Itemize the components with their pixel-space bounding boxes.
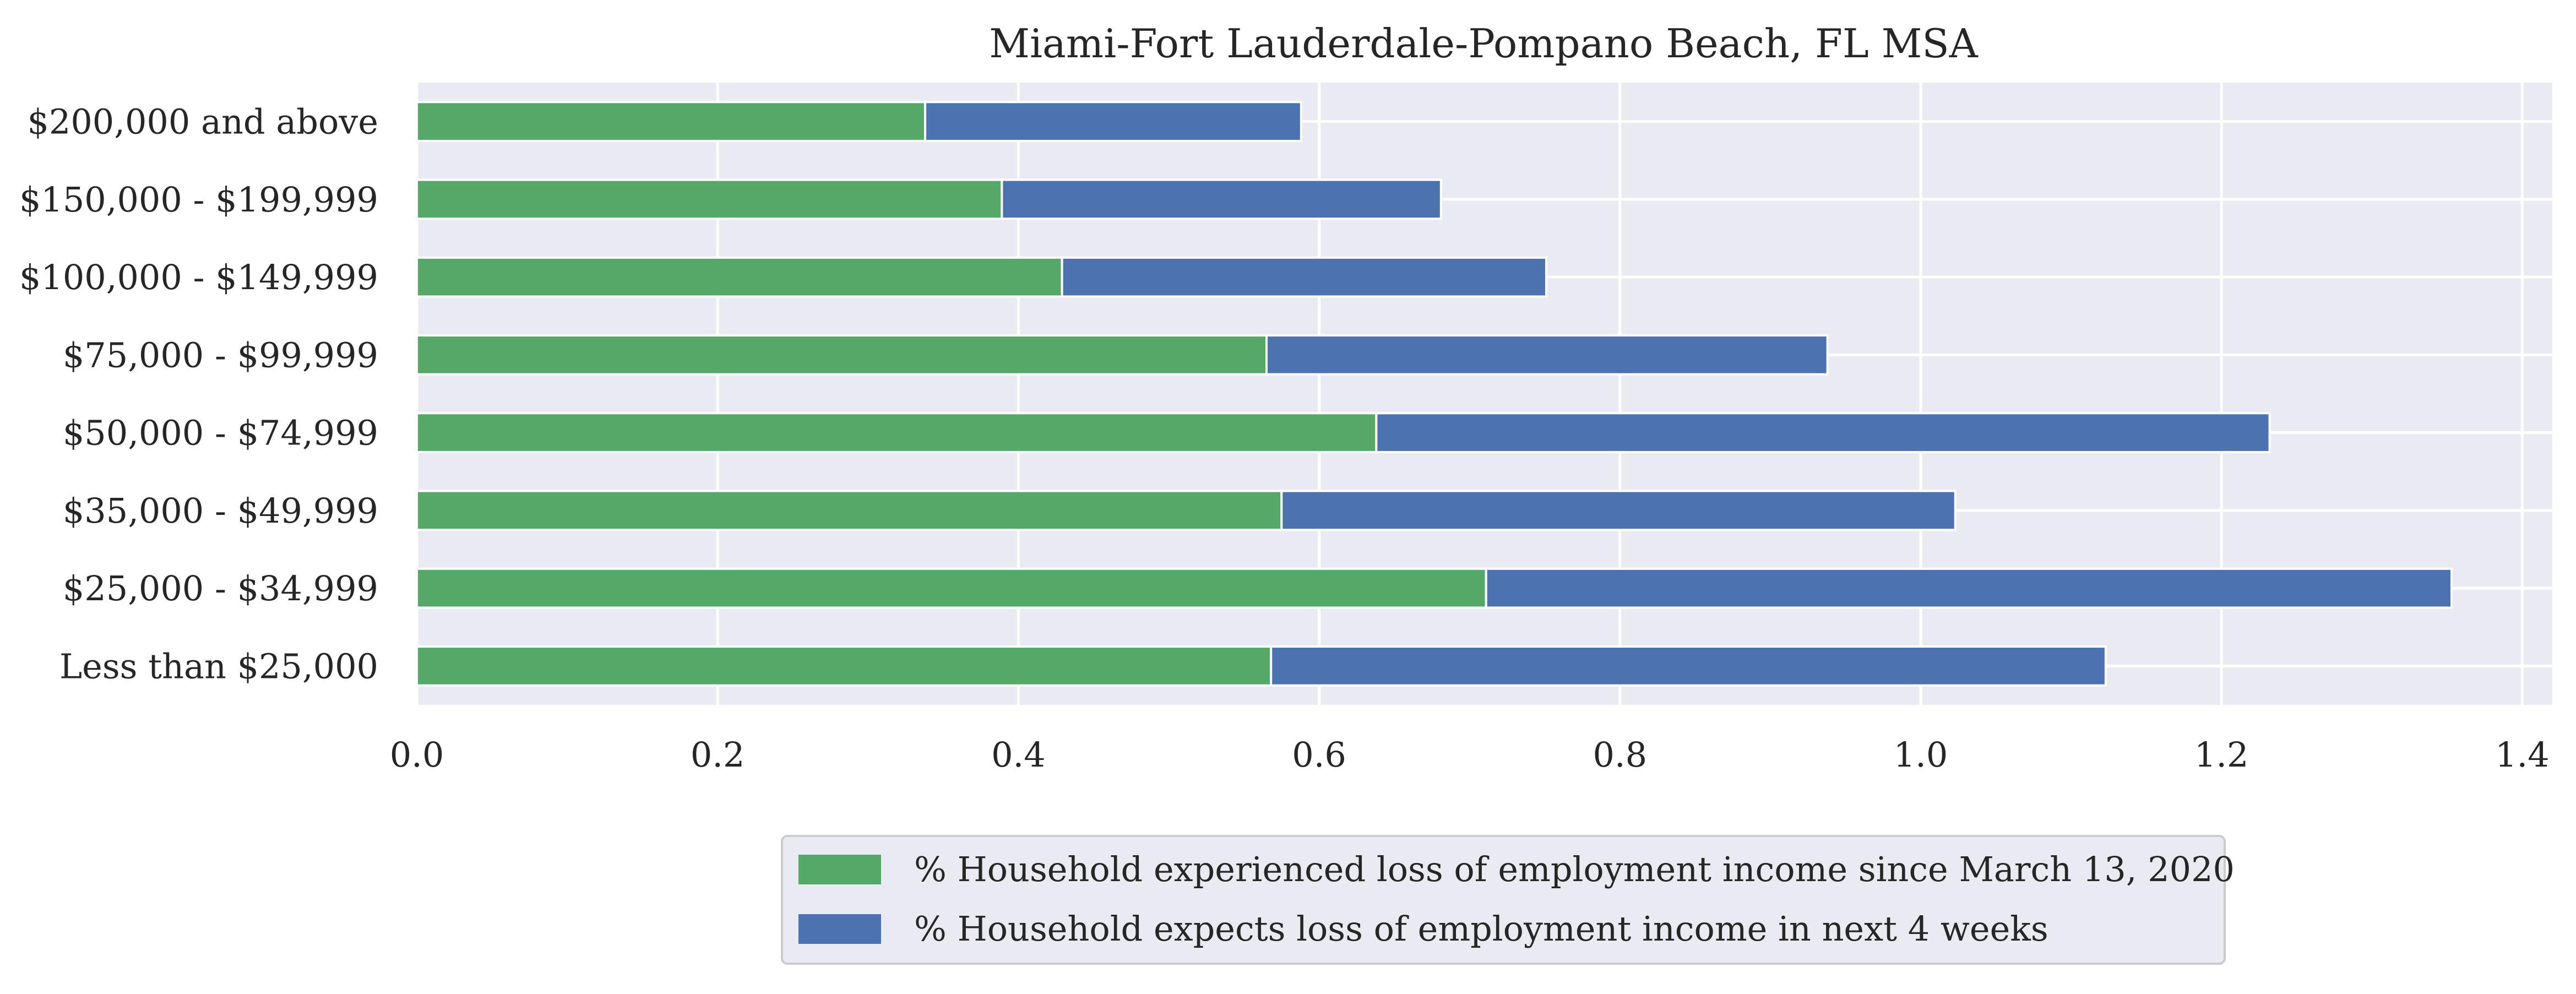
bar-expects-loss	[1265, 334, 1829, 376]
x-tick-label: 1.4	[2495, 735, 2550, 775]
chart-title: Miami-Fort Lauderdale-Pompano Beach, FL …	[989, 20, 1979, 67]
bar-expects-loss	[1375, 412, 2271, 453]
bar-expects-loss	[1485, 567, 2453, 609]
legend-label-experienced-loss: % Household experienced loss of employme…	[914, 849, 2235, 889]
bar-expects-loss	[1280, 490, 1957, 531]
x-tick-label: 1.2	[2194, 735, 2249, 775]
x-axis-tick-labels: 0.0 0.2 0.4 0.6 0.8 1.0 1.2 1.4	[390, 735, 2550, 775]
x-tick-label: 0.6	[1292, 735, 1346, 775]
bar-expects-loss	[924, 101, 1302, 142]
bar-experienced-loss	[416, 645, 1273, 687]
y-tick-label: $75,000 - $99,999	[63, 335, 378, 375]
x-tick-label: 0.8	[1593, 735, 1647, 775]
plot-area	[417, 83, 2552, 705]
legend-label-expects-loss: % Household expects loss of employment i…	[914, 909, 2048, 949]
legend-box	[781, 835, 2226, 965]
y-tick-label: $100,000 - $149,999	[19, 257, 378, 297]
legend: % Household experienced loss of employme…	[781, 835, 2235, 965]
bar-experienced-loss	[416, 178, 1003, 220]
y-tick-label: $25,000 - $34,999	[63, 568, 378, 609]
bar-expects-loss	[1270, 645, 2107, 687]
bar-expects-loss	[1001, 178, 1442, 220]
bar-experienced-loss	[416, 490, 1283, 531]
x-tick-label: 1.0	[1894, 735, 1948, 775]
y-tick-label: $150,000 - $199,999	[19, 180, 378, 220]
bar-experienced-loss	[416, 412, 1378, 453]
bar-experienced-loss	[416, 101, 927, 142]
legend-swatch-expects-loss	[798, 914, 881, 944]
y-tick-label: $50,000 - $74,999	[63, 413, 378, 453]
legend-swatch-experienced-loss	[798, 855, 881, 884]
bar-experienced-loss	[416, 334, 1268, 376]
y-tick-label: $200,000 and above	[27, 102, 378, 142]
bar-experienced-loss	[416, 256, 1063, 298]
x-tick-label: 0.0	[390, 735, 444, 775]
bar-experienced-loss	[416, 567, 1487, 609]
bar-expects-loss	[1061, 256, 1547, 298]
y-tick-label: Less than $25,000	[59, 646, 378, 686]
y-tick-label: $35,000 - $49,999	[63, 491, 378, 531]
x-tick-label: 0.2	[691, 735, 745, 775]
bars	[416, 101, 2453, 687]
y-axis-tick-labels: $200,000 and above $150,000 - $199,999 $10…	[19, 102, 378, 687]
x-tick-label: 0.4	[991, 735, 1046, 775]
